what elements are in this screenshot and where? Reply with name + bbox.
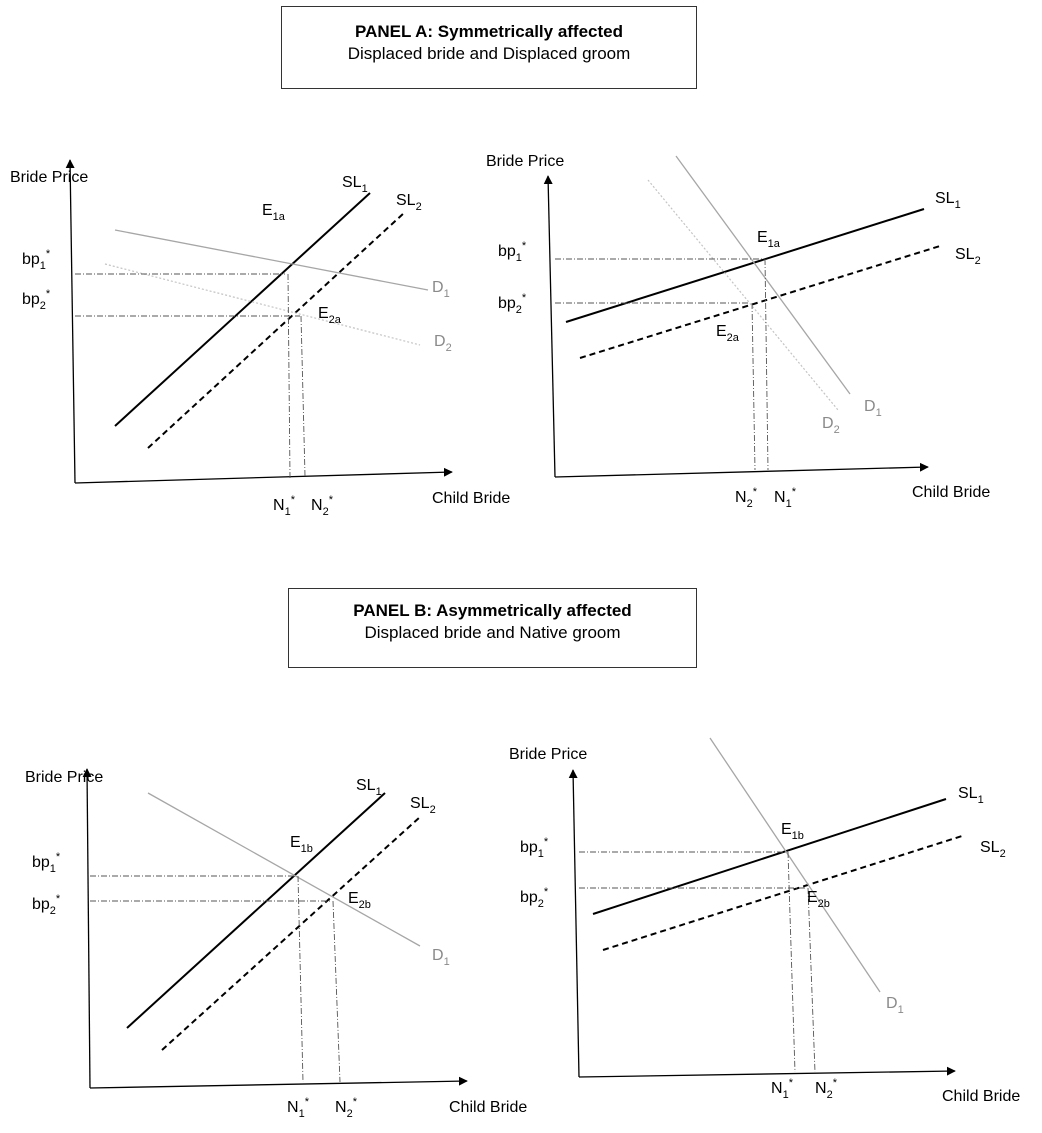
- guide-n1: [297, 875, 304, 1083]
- y-axis: [65, 159, 76, 484]
- label-e2a: E2a: [318, 305, 342, 326]
- label-d1: D1: [432, 947, 450, 968]
- demand-curve-2: [104, 263, 421, 346]
- label-bp2: bp2*: [498, 292, 527, 316]
- label-sl2: SL2: [980, 839, 1006, 860]
- label-sl2: SL2: [955, 246, 981, 267]
- label-bp2: bp2*: [32, 893, 61, 917]
- supply-curve-2: [147, 212, 405, 449]
- guide-n2: [751, 302, 756, 471]
- label-bp1: bp1*: [32, 851, 61, 875]
- label-bp1: bp1*: [498, 240, 527, 264]
- demand-curve-1: [114, 229, 429, 291]
- x-axis: [74, 467, 453, 484]
- supply-curve-1: [114, 192, 371, 427]
- label-sl1: SL1: [935, 190, 961, 211]
- guide-n2: [332, 900, 341, 1083]
- x-axis-label: Child Bride: [449, 1099, 527, 1116]
- demand-curve-1: [147, 792, 421, 947]
- label-e1a: E1a: [262, 202, 286, 223]
- y-axis-label: Bride Price: [509, 746, 587, 763]
- diagram-panel-a-left: Bride Price Child Bride SL1 SL2 D1 D2 E1a E2a bp…: [10, 159, 510, 518]
- supply-curve-1: [126, 792, 386, 1029]
- supply-curve-2: [602, 835, 963, 951]
- label-bp1: bp1*: [520, 836, 549, 860]
- supply-curve-1: [592, 798, 947, 915]
- panel-a-title-box: PANEL A: Symmetrically affected Displace…: [281, 6, 697, 89]
- label-n2: N2*: [335, 1096, 358, 1120]
- label-d1: D1: [432, 279, 450, 300]
- guide-n1: [287, 273, 291, 479]
- supply-curve-1: [565, 208, 925, 323]
- label-e1b: E1b: [781, 821, 804, 842]
- supply-curve-2: [161, 816, 421, 1051]
- label-sl1: SL1: [342, 174, 368, 195]
- label-e2b: E2b: [348, 890, 371, 911]
- label-d2: D2: [434, 333, 452, 354]
- guide-n2: [807, 887, 816, 1073]
- label-bp2: bp2*: [520, 886, 549, 910]
- label-sl1: SL1: [356, 777, 382, 798]
- label-n1: N1*: [273, 494, 296, 518]
- demand-curve-1: [675, 155, 851, 395]
- x-axis-label: Child Bride: [432, 490, 510, 507]
- label-d2: D2: [822, 415, 840, 436]
- label-bp1: bp1*: [22, 248, 51, 272]
- y-axis: [82, 768, 92, 1089]
- y-axis-label: Bride Price: [10, 169, 88, 186]
- x-axis: [89, 1076, 468, 1089]
- x-axis-label: Child Bride: [942, 1088, 1020, 1105]
- demand-curve-2: [647, 179, 839, 411]
- label-n1: N1*: [771, 1077, 794, 1101]
- label-n1: N1*: [287, 1096, 310, 1120]
- label-n2: N2*: [735, 486, 758, 510]
- label-d1: D1: [886, 995, 904, 1016]
- diagram-panel-b-right: Bride Price Child Bride SL1 SL2 D1 E1b E2b bp1*…: [509, 737, 1020, 1105]
- label-n2: N2*: [311, 494, 334, 518]
- panel-b-subtitle: Displaced bride and Native groom: [364, 623, 621, 642]
- y-axis: [543, 175, 556, 478]
- panel-a-subtitle: Displaced bride and Displaced groom: [347, 44, 631, 63]
- label-e2a: E2a: [716, 323, 740, 344]
- label-d1: D1: [864, 398, 882, 419]
- x-axis: [578, 1066, 956, 1078]
- label-n1: N1*: [774, 486, 797, 510]
- x-axis-label: Child Bride: [912, 484, 990, 501]
- label-sl1: SL1: [958, 785, 984, 806]
- y-axis-label: Bride Price: [486, 153, 564, 170]
- label-e2b: E2b: [807, 889, 830, 910]
- guide-n1: [787, 851, 796, 1073]
- panel-a-title: PANEL A: Symmetrically affected: [355, 22, 623, 41]
- demand-curve-1: [709, 737, 881, 993]
- label-bp2: bp2*: [22, 288, 51, 312]
- panel-b-title: PANEL B: Asymmetrically affected: [353, 601, 632, 620]
- label-e1b: E1b: [290, 834, 313, 855]
- y-axis-label: Bride Price: [25, 769, 103, 786]
- guide-n1: [764, 258, 769, 471]
- panel-b-title-box: PANEL B: Asymmetrically affected Displac…: [288, 588, 697, 668]
- label-sl2: SL2: [410, 795, 436, 816]
- diagram-panel-b-left: Bride Price Child Bride SL1 SL2 D1 E1b E2b bp1*…: [25, 768, 527, 1120]
- diagram-panel-a-right: Bride Price Child Bride SL1 SL2 D1 D2 E1a E2a bp…: [486, 153, 990, 510]
- guide-n2: [300, 315, 306, 477]
- supply-curve-2: [579, 245, 941, 359]
- x-axis: [554, 462, 929, 478]
- y-axis: [568, 769, 580, 1078]
- label-e1a: E1a: [757, 229, 781, 250]
- label-n2: N2*: [815, 1077, 838, 1101]
- label-sl2: SL2: [396, 192, 422, 213]
